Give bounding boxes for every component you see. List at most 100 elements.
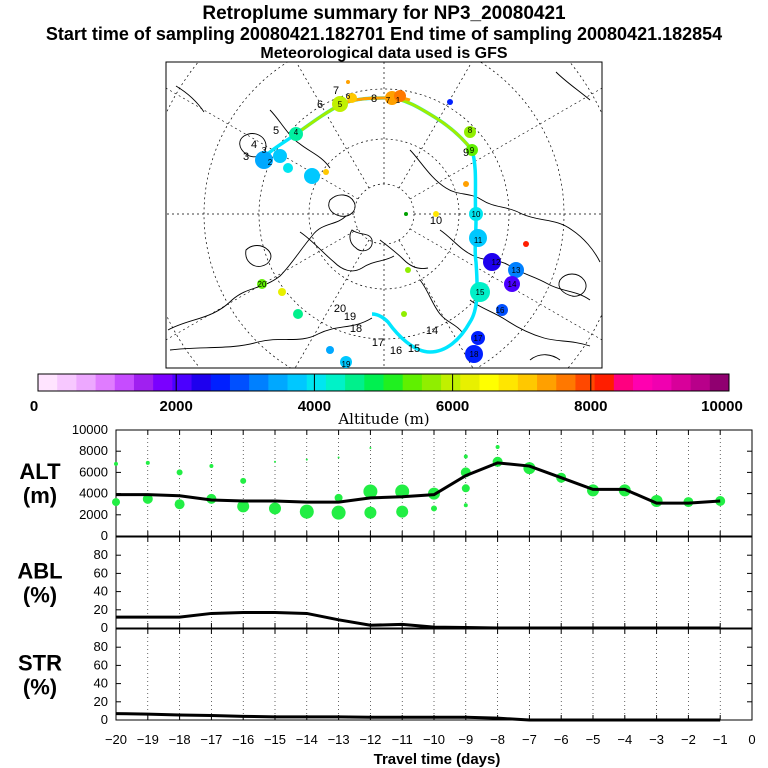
colorbar-tick-label: 4000: [298, 398, 331, 415]
meridian-line: [409, 228, 602, 341]
x-tick-label: −5: [586, 732, 601, 747]
panel-ylabel: (%): [23, 675, 57, 700]
y-tick-label: 10000: [72, 422, 108, 437]
x-tick-label: −15: [264, 732, 286, 747]
x-tick-label: −13: [328, 732, 350, 747]
day-label-8: 8: [468, 126, 473, 135]
alt-scatter-point: [112, 498, 120, 507]
day-label-3: 3: [262, 146, 267, 155]
colorbar-swatch: [364, 374, 384, 391]
day-label-16: 16: [496, 306, 505, 315]
day-label-2: 2: [268, 158, 273, 167]
track-label-9: 9: [463, 147, 469, 159]
colorbar-swatch: [268, 374, 289, 391]
plume-clusters: [255, 80, 529, 368]
colorbar-swatch: [633, 374, 653, 391]
x-tick-label: −1: [713, 732, 728, 747]
plume-circle: [304, 168, 320, 184]
colorbar-swatch: [613, 374, 634, 391]
plume-circle: [289, 127, 303, 141]
colorbar-swatch: [460, 374, 480, 391]
alt-scatter-point: [363, 484, 378, 499]
plume-circle: [469, 207, 483, 221]
plume-circle: [504, 276, 520, 292]
x-tick-label: −17: [200, 732, 222, 747]
chart-title: Retroplume summary for NP3_20080421: [202, 3, 566, 24]
y-tick-label: 2000: [79, 507, 108, 522]
alt-scatter-point: [369, 447, 372, 450]
panel-str: 0 20 40 60 80 STR(%): [18, 628, 753, 727]
y-tick-label: 20: [94, 602, 108, 617]
colorbar-swatch: [306, 374, 327, 391]
panel-ylabel: ABL: [17, 559, 62, 584]
x-tick-label: −9: [458, 732, 473, 747]
timeseries-panels: 0200040006000800010000ALT(m)020406080ABL…: [17, 422, 755, 747]
y-tick-label: 4000: [79, 486, 108, 501]
colorbar-tick-label: 6000: [436, 398, 469, 415]
colorbar-swatch: [537, 374, 557, 391]
plume-circle: [463, 181, 469, 187]
track-label-17: 17: [372, 337, 384, 349]
day-label-4: 4: [294, 128, 299, 137]
track-label-18: 18: [350, 323, 362, 335]
alt-scatter-point: [145, 460, 150, 465]
x-tick-label: 0: [748, 732, 755, 747]
y-tick-label: 40: [94, 676, 108, 691]
plume-circle: [471, 331, 485, 345]
alt-scatter-point: [334, 493, 343, 502]
colorbar-swatch: [517, 374, 538, 391]
plume-circle: [469, 229, 487, 247]
colorbar-tick-label: 8000: [574, 398, 607, 415]
colorbar-label: Altitude (m): [337, 410, 429, 428]
colorbar-swatch: [325, 374, 346, 391]
colorbar-swatch: [229, 374, 250, 391]
panel-abl: 0 20 40 60 80 ABL(%): [17, 536, 753, 635]
track-label-20: 20: [334, 303, 346, 315]
meridian-line: [398, 62, 473, 189]
alt-scatter-point: [176, 469, 183, 476]
colorbar-swatch: [38, 374, 58, 391]
alt-scatter-point: [209, 464, 214, 469]
x-tick-label: −18: [169, 732, 191, 747]
plume-circle: [447, 99, 453, 105]
altitude-colorbar: [37, 373, 730, 392]
plume-circle: [273, 149, 287, 163]
day-label-7: 7: [386, 96, 391, 105]
plume-circle: [326, 346, 334, 354]
colorbar-swatch: [76, 374, 97, 391]
colorbar-swatch: [345, 374, 365, 391]
alt-scatter-point: [364, 506, 377, 519]
x-tick-label: −11: [392, 732, 413, 747]
plume-circle: [465, 345, 483, 363]
colorbar-tick-label: 10000: [701, 398, 743, 415]
alt-scatter-point: [463, 503, 468, 508]
alt-scatter-point: [114, 461, 118, 466]
series-line-alt: [116, 461, 721, 505]
colorbar-swatch: [690, 374, 711, 391]
plume-circle: [346, 80, 350, 84]
plume-circle: [404, 212, 408, 216]
colorbar-swatch: [191, 374, 212, 391]
meridian-line: [294, 239, 370, 368]
alt-scatter-point: [331, 505, 346, 520]
day-label-1: 1: [396, 96, 401, 105]
met-data-label: Meteorological data used is GFS: [260, 45, 508, 62]
plume-circle: [347, 93, 357, 103]
alt-scatter-point: [237, 500, 250, 513]
colorbar-swatch: [709, 374, 730, 391]
plume-circle: [278, 288, 286, 296]
day-label-17: 17: [474, 334, 483, 343]
y-tick-label: 40: [94, 584, 108, 599]
track-label-3: 3: [243, 151, 249, 163]
panel-frame: [115, 628, 753, 721]
plume-circle: [394, 90, 406, 102]
track-label-5: 5: [273, 125, 279, 137]
day-label-14: 14: [508, 280, 517, 289]
colorbar-swatch: [652, 374, 672, 391]
plume-circle: [323, 169, 329, 175]
colorbar-swatch: [421, 374, 442, 391]
series-line-abl: [116, 611, 721, 630]
